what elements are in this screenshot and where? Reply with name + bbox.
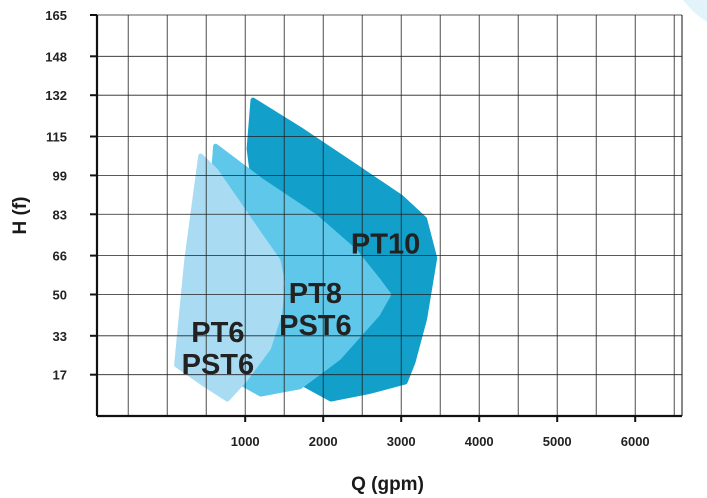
coverage-regions — [174, 97, 438, 402]
region-label: PST6 — [182, 349, 255, 381]
y-tick-label: 148 — [45, 49, 67, 64]
y-tick-label: 99 — [53, 168, 67, 183]
axes: 17 33 50 66 83 99 115 132 148 165 1000 2000 3000 4000… — [45, 8, 683, 449]
x-tick-label: 1000 — [231, 434, 260, 449]
region-label: PT6 — [191, 317, 244, 349]
x-tick-label: 6000 — [621, 434, 650, 449]
x-tick-label: 5000 — [543, 434, 572, 449]
region-label: PT8 — [289, 278, 342, 310]
region-3 — [174, 153, 286, 402]
corner-glow — [683, 0, 707, 22]
y-tick-label: 165 — [45, 8, 67, 23]
y-tick-label: 132 — [45, 88, 67, 103]
y-axis-label: H (f) — [10, 197, 31, 235]
y-tick-label: 17 — [53, 368, 67, 383]
region-label: PT10 — [351, 228, 420, 260]
y-tick-label: 33 — [53, 329, 67, 344]
y-tick-label: 50 — [53, 287, 67, 302]
background-layer — [683, 0, 707, 22]
region-label: PST6 — [279, 310, 352, 342]
x-tick-label: 3000 — [387, 434, 416, 449]
grid — [97, 14, 682, 416]
y-tick-label: 66 — [53, 249, 67, 264]
y-tick-label: 83 — [53, 207, 67, 222]
x-tick-label: 4000 — [465, 434, 494, 449]
x-tick-label: 2000 — [309, 434, 338, 449]
x-axis-label: Q (gpm) — [351, 474, 424, 495]
y-tick-label: 115 — [46, 130, 67, 145]
